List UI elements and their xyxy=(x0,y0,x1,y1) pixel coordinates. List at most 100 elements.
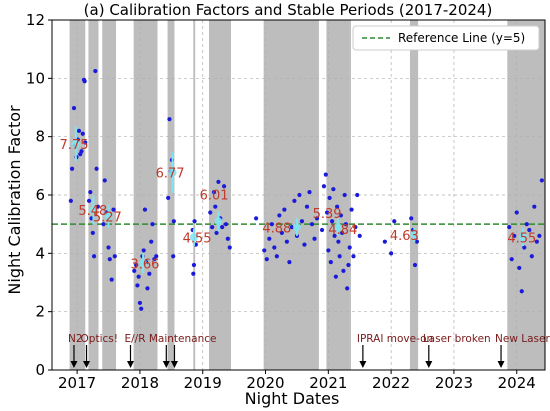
data-point-16 xyxy=(90,230,95,236)
stable-band-1 xyxy=(88,20,99,370)
legend: Reference Line (y=5) xyxy=(352,25,540,51)
event-label-1: Optics! xyxy=(81,333,118,345)
data-point-26 xyxy=(109,277,114,282)
y-tick-label-0: 0 xyxy=(35,361,45,379)
event-arrow-head-2 xyxy=(127,361,135,368)
data-point-132 xyxy=(524,222,529,227)
data-point-31 xyxy=(135,283,140,288)
data-point-63 xyxy=(220,224,225,230)
data-point-71 xyxy=(267,236,272,241)
data-point-126 xyxy=(509,257,514,262)
y-tick-label-5: 10 xyxy=(26,69,45,87)
data-point-98 xyxy=(329,219,335,224)
data-point-116 xyxy=(355,192,360,198)
data-point-129 xyxy=(517,265,522,271)
data-point-104 xyxy=(337,254,342,259)
data-point-9 xyxy=(80,131,85,136)
data-point-22 xyxy=(102,178,107,183)
y-tick-label-3: 6 xyxy=(35,186,45,204)
stable-band-8 xyxy=(326,20,350,370)
data-point-30 xyxy=(134,262,139,268)
stable-value-label-5: 4.55 xyxy=(183,231,212,246)
data-point-21 xyxy=(101,222,106,227)
data-point-101 xyxy=(333,274,338,279)
x-tick-label-5: 2022 xyxy=(372,374,410,392)
data-point-99 xyxy=(331,187,336,192)
event-arrow-head-5 xyxy=(359,361,367,368)
data-point-135 xyxy=(532,204,537,209)
data-point-61 xyxy=(216,179,221,184)
data-point-114 xyxy=(351,254,356,259)
stable-value-label-3: 3.66 xyxy=(131,257,160,272)
stable-marker-7 xyxy=(292,223,301,232)
data-point-46 xyxy=(167,117,172,122)
data-point-103 xyxy=(336,239,341,244)
stable-marker-0 xyxy=(71,139,80,148)
stable-value-label-8: 5.39 xyxy=(313,207,342,222)
data-point-95 xyxy=(326,248,331,253)
chart-title: (a) Calibration Factors and Stable Perio… xyxy=(84,1,493,19)
data-point-52 xyxy=(191,271,196,276)
data-point-94 xyxy=(324,210,330,215)
event-arrow-head-4 xyxy=(170,361,178,368)
data-point-84 xyxy=(299,219,305,224)
data-point-92 xyxy=(321,184,327,189)
data-point-102 xyxy=(335,204,340,209)
data-point-68 xyxy=(254,216,259,221)
data-point-29 xyxy=(132,268,137,273)
x-tick-label-2: 2019 xyxy=(184,374,222,392)
data-point-107 xyxy=(341,268,346,273)
data-point-81 xyxy=(292,198,297,203)
data-point-123 xyxy=(412,262,418,268)
data-point-6 xyxy=(76,128,82,133)
data-point-40 xyxy=(147,271,152,276)
data-point-13 xyxy=(86,198,92,203)
data-point-131 xyxy=(522,245,527,250)
data-point-66 xyxy=(225,236,230,241)
x-tick-label-4: 2021 xyxy=(309,374,347,392)
data-point-74 xyxy=(274,254,279,259)
data-point-45 xyxy=(166,195,171,201)
x-axis-title: Night Dates xyxy=(245,389,340,408)
data-point-37 xyxy=(142,207,148,212)
legend-box xyxy=(352,25,540,51)
stable-marker-6 xyxy=(214,217,223,226)
data-point-19 xyxy=(94,166,99,171)
data-point-56 xyxy=(208,210,213,215)
event-label-7: New Laser xyxy=(495,333,550,345)
data-point-53 xyxy=(191,262,197,268)
y-axis-title: Night Calibration Factor xyxy=(5,105,24,295)
event-arrow-head-0 xyxy=(70,361,78,368)
data-point-125 xyxy=(507,224,512,230)
stable-value-labels: 7.75 5.485.27 3.66 6.77 4.55 6.01 4.88 5.394.84… xyxy=(60,138,537,272)
data-point-27 xyxy=(111,207,116,212)
y-tick-label-2: 4 xyxy=(35,244,45,262)
data-point-127 xyxy=(512,233,517,238)
stable-band-6 xyxy=(209,20,231,370)
stable-band-3 xyxy=(133,20,158,370)
y-tick-label-6: 12 xyxy=(26,11,45,29)
data-point-79 xyxy=(287,259,292,265)
data-point-86 xyxy=(304,204,310,209)
stable-value-label-9: 4.84 xyxy=(328,223,357,238)
stable-value-label-11: 4.55 xyxy=(507,231,536,246)
data-point-18 xyxy=(93,68,98,74)
data-point-1 xyxy=(69,166,75,171)
data-point-108 xyxy=(342,192,347,198)
data-point-42 xyxy=(150,222,155,227)
data-point-33 xyxy=(137,300,143,306)
data-point-105 xyxy=(338,213,343,218)
data-point-25 xyxy=(107,257,112,262)
data-point-2 xyxy=(71,105,77,111)
data-point-115 xyxy=(353,224,358,230)
data-point-138 xyxy=(539,178,544,183)
data-point-76 xyxy=(279,230,284,236)
data-point-112 xyxy=(347,245,352,250)
data-point-11 xyxy=(82,79,87,84)
stable-marker-4 xyxy=(168,168,177,177)
data-point-113 xyxy=(349,207,354,212)
stable-value-label-10: 4.63 xyxy=(390,229,419,244)
data-point-137 xyxy=(537,233,542,238)
data-point-75 xyxy=(277,213,282,218)
